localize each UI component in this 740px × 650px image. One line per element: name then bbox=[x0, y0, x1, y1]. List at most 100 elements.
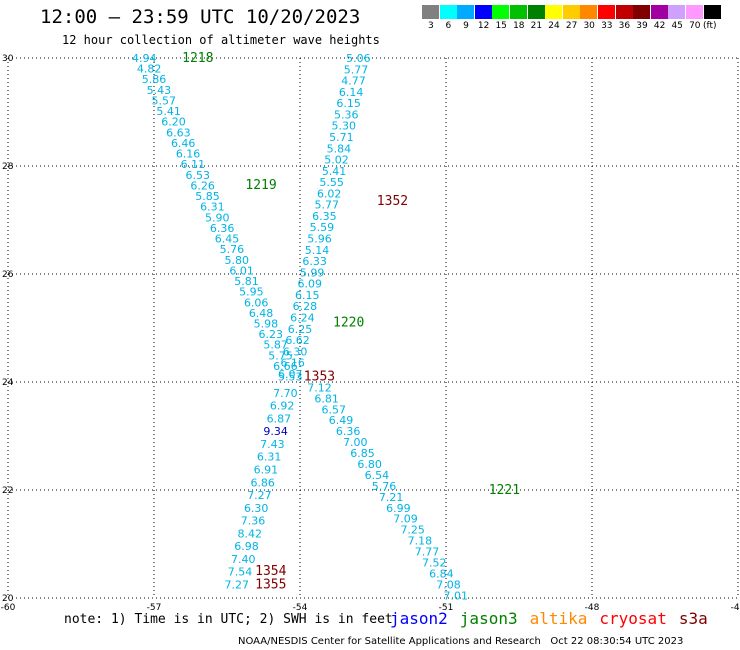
legend-label: 33 bbox=[601, 21, 613, 31]
altimeter-tracks: 4.944.825.865.435.575.416.206.636.466.16… bbox=[132, 52, 468, 602]
wave-height-value: 7.77 bbox=[415, 546, 440, 559]
wave-height-value: 5.14 bbox=[305, 244, 330, 257]
legend-swatch bbox=[562, 5, 580, 19]
wave-height-value: 5.59 bbox=[310, 221, 335, 234]
pass-time-label: 1221 bbox=[489, 483, 520, 498]
wave-height-value: 9.34 bbox=[263, 425, 288, 438]
wave-height-value: 6.66 bbox=[273, 360, 298, 373]
wave-height-value: 6.33 bbox=[302, 255, 327, 268]
wave-height-value: 6.36 bbox=[336, 425, 361, 438]
wave-height-value: 6.91 bbox=[254, 463, 279, 476]
legend-label: 42 bbox=[653, 21, 666, 31]
axis-tick-labels: 20 22 24 26 28 30 -60 -57 -54 -51 -48 -45 bbox=[1, 54, 740, 613]
lat-tick-label: 24 bbox=[2, 378, 14, 388]
wave-height-value: 6.81 bbox=[314, 392, 339, 405]
wave-height-value: 5.57 bbox=[151, 94, 176, 107]
legend-label: 18 bbox=[513, 21, 525, 31]
wave-height-value: 6.06 bbox=[244, 296, 269, 309]
wave-height-value: 5.06 bbox=[346, 52, 371, 65]
wave-height-value: 6.25 bbox=[288, 323, 313, 336]
wave-height-value: 7.01 bbox=[443, 589, 468, 602]
lon-tick-label: -45 bbox=[731, 603, 740, 613]
lat-lon-grid bbox=[7, 57, 739, 599]
legend-label: 70 bbox=[689, 21, 701, 31]
legend-swatch bbox=[439, 5, 457, 19]
wave-height-value: 6.16 bbox=[280, 357, 305, 370]
wave-height-value: 5.77 bbox=[344, 63, 369, 76]
mission-name: altika bbox=[529, 609, 588, 628]
wave-height-value: 6.92 bbox=[270, 400, 295, 413]
wave-height-value: 6.01 bbox=[229, 264, 254, 277]
wave-height-value: 7.40 bbox=[231, 553, 256, 566]
lon-tick-label: -54 bbox=[293, 603, 308, 613]
wave-height-value: 6.57 bbox=[322, 403, 347, 416]
wave-height-value: 5.55 bbox=[319, 176, 344, 189]
wave-height-value: 6.11 bbox=[181, 158, 206, 171]
wave-height-value: 7.54 bbox=[228, 566, 253, 579]
mission-name: jason3 bbox=[459, 609, 518, 628]
wave-height-value: 6.53 bbox=[186, 169, 211, 182]
legend-swatch bbox=[633, 5, 651, 19]
wave-height-value: 5.84 bbox=[327, 142, 352, 155]
legend-swatch bbox=[457, 5, 475, 19]
pass-time-label: 1354 bbox=[255, 564, 286, 579]
wave-height-value: 5.90 bbox=[205, 211, 230, 224]
lon-tick-label: -57 bbox=[147, 603, 162, 613]
pass-time-label: 1219 bbox=[245, 178, 276, 193]
legend-label: 12 bbox=[477, 21, 490, 31]
lat-tick-label: 28 bbox=[2, 162, 14, 172]
wave-height-value: 7.27 bbox=[224, 579, 249, 592]
pass-time-label: 1218 bbox=[182, 51, 213, 66]
pass-time-label: 1353 bbox=[304, 370, 335, 385]
wave-height-value: 6.31 bbox=[257, 451, 282, 464]
wave-height-value: 6.31 bbox=[200, 201, 225, 214]
wave-height-value: 7.25 bbox=[400, 524, 425, 537]
wave-height-value: 6.26 bbox=[190, 179, 215, 192]
legend-swatch bbox=[492, 5, 510, 19]
legend-label: 45 bbox=[671, 21, 683, 31]
legend-swatch bbox=[615, 5, 633, 19]
lat-tick-label: 22 bbox=[2, 486, 13, 496]
wave-height-value: 6.98 bbox=[234, 540, 259, 553]
footer-note: note: 1) Time is in UTC; 2) SWH is in fe… bbox=[64, 612, 393, 627]
wave-height-value: 5.41 bbox=[322, 165, 347, 178]
wave-height-value: 6.85 bbox=[350, 447, 375, 460]
wave-height-value: 6.07 bbox=[278, 368, 303, 381]
wave-height-value: 4.82 bbox=[137, 63, 162, 76]
legend-label: 36 bbox=[618, 21, 631, 31]
wave-height-value: 6.28 bbox=[293, 300, 318, 313]
wave-height-value: 5.85 bbox=[195, 190, 220, 203]
legend-label: 21 bbox=[530, 21, 543, 31]
wave-height-value: 5.98 bbox=[254, 318, 279, 331]
wave-height-value: 5.71 bbox=[329, 131, 354, 144]
legend-swatch bbox=[598, 5, 615, 19]
lon-tick-label: -60 bbox=[1, 603, 16, 613]
legend-swatch bbox=[686, 5, 703, 19]
legend-swatch bbox=[474, 5, 492, 19]
legend-swatch bbox=[703, 5, 721, 19]
wave-height-value: 7.18 bbox=[408, 535, 433, 548]
wave-height-value: 7.52 bbox=[422, 556, 447, 569]
wave-height-value: 5.41 bbox=[156, 105, 181, 118]
wave-height-value: 6.80 bbox=[357, 458, 382, 471]
lat-tick-label: 26 bbox=[2, 270, 14, 280]
credit-line: NOAA/NESDIS Center for Satellite Applica… bbox=[238, 636, 684, 647]
wave-height-value: 6.99 bbox=[386, 502, 411, 515]
legend-swatch bbox=[527, 5, 545, 19]
page-title: 12:00 – 23:59 UTC 10/20/2023 bbox=[40, 6, 361, 28]
wave-height-value: 6.86 bbox=[250, 476, 275, 489]
legend-label: 3 bbox=[427, 21, 434, 31]
lat-tick-label: 30 bbox=[2, 54, 14, 64]
wave-height-value: 6.35 bbox=[312, 210, 337, 223]
wave-height-value: 5.36 bbox=[334, 108, 359, 121]
legend-swatch bbox=[545, 5, 563, 19]
wave-height-value: 5.53 bbox=[278, 371, 303, 384]
wave-height-value: 6.23 bbox=[259, 328, 284, 341]
wave-height-value: 4.94 bbox=[132, 52, 157, 65]
wave-height-value: 7.21 bbox=[379, 491, 404, 504]
wave-height-value: 6.02 bbox=[317, 187, 342, 200]
wave-height-value: 7.36 bbox=[241, 515, 266, 528]
wave-height-value: 6.30 bbox=[283, 345, 308, 358]
wave-height-value: 6.30 bbox=[244, 502, 269, 515]
